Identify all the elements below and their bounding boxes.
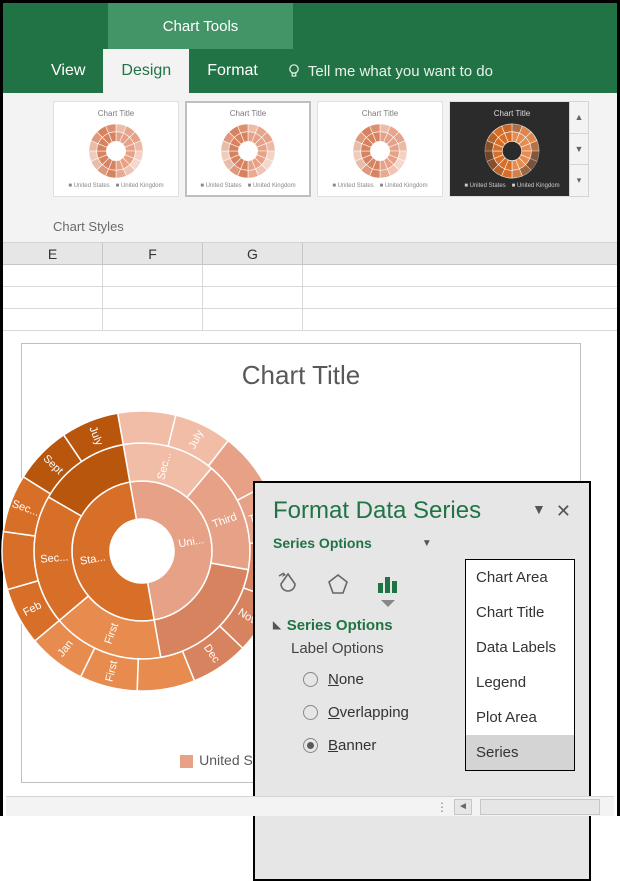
series-options-heading[interactable]: Series Options [273, 535, 372, 551]
contextual-tab-chart-tools: Chart Tools [108, 3, 293, 49]
gallery-more-icon[interactable]: ▾ [570, 165, 588, 196]
gallery-down-icon[interactable]: ▼ [570, 134, 588, 166]
tab-view[interactable]: View [33, 49, 103, 93]
ribbon-body: Chart Title■ United States■ United Kingd… [3, 93, 617, 243]
dropdown-item[interactable]: Chart Title [466, 595, 574, 630]
chart-style-thumb[interactable]: Chart Title■ United States■ United Kingd… [317, 101, 443, 197]
tab-format[interactable]: Format [189, 49, 276, 93]
chart-title[interactable]: Chart Title [22, 360, 580, 391]
chart-styles-gallery: Chart Title■ United States■ United Kingd… [3, 101, 617, 205]
grid-row [3, 309, 617, 331]
column-header[interactable]: G [203, 243, 303, 264]
dropdown-item[interactable]: Series [466, 735, 574, 770]
svg-text:Sec...: Sec... [40, 551, 69, 565]
tell-me-label: Tell me what you want to do [308, 63, 493, 80]
radio-icon [303, 705, 318, 720]
column-header[interactable]: F [103, 243, 203, 264]
fill-line-tab-icon[interactable] [273, 569, 303, 599]
tell-me-search[interactable]: Tell me what you want to do [286, 63, 493, 80]
radio-icon [303, 738, 318, 753]
dropdown-item[interactable]: Chart Area [466, 560, 574, 595]
series-options-tab-icon[interactable] [373, 569, 403, 599]
dropdown-item[interactable]: Plot Area [466, 700, 574, 735]
sunburst-chart[interactable]: Uni...Sta...Sec...ThirdFirstSec...JulyTh… [0, 401, 292, 701]
tab-design[interactable]: Design [103, 49, 189, 93]
gallery-scroll-nav[interactable]: ▲ ▼ ▾ [569, 101, 589, 197]
chart-style-thumb[interactable]: Chart Title■ United States■ United Kingd… [449, 101, 575, 197]
pane-close-icon[interactable]: ✕ [556, 501, 571, 522]
series-options-dropdown-icon[interactable]: ▼ [422, 538, 432, 549]
dropdown-item[interactable]: Data Labels [466, 630, 574, 665]
sheet-split-handle-icon[interactable]: ⋮ [436, 800, 450, 814]
effects-tab-icon[interactable] [323, 569, 353, 599]
pane-title: Format Data Series [273, 497, 481, 525]
chart-style-thumb[interactable]: Chart Title■ United States■ United Kingd… [53, 101, 179, 197]
ribbon-group-label: Chart Styles [53, 219, 124, 234]
lightbulb-icon [286, 63, 302, 79]
pane-options-dropdown-icon[interactable]: ▼ [532, 501, 546, 522]
scroll-track[interactable] [480, 799, 600, 815]
gallery-up-icon[interactable]: ▲ [570, 102, 588, 134]
dropdown-item[interactable]: Legend [466, 665, 574, 700]
column-header[interactable]: E [3, 243, 103, 264]
horizontal-scrollbar[interactable]: ⋮ ◄ [6, 796, 614, 816]
grid-row [3, 287, 617, 309]
column-headers: EFG [3, 243, 617, 265]
chart-element-dropdown[interactable]: Chart AreaChart TitleData LabelsLegendPl… [465, 559, 575, 771]
chart-style-thumb[interactable]: Chart Title■ United States■ United Kingd… [185, 101, 311, 197]
radio-icon [303, 672, 318, 687]
grid-row [3, 265, 617, 287]
worksheet-area: EFG Chart Title Uni...Sta...Sec...ThirdF… [3, 243, 617, 819]
scroll-left-icon[interactable]: ◄ [454, 799, 472, 815]
ribbon-tabs: View Design Format Tell me what you want… [3, 49, 617, 93]
format-data-series-pane: Format Data Series ▼ ✕ Series Options ▼ … [253, 481, 591, 881]
